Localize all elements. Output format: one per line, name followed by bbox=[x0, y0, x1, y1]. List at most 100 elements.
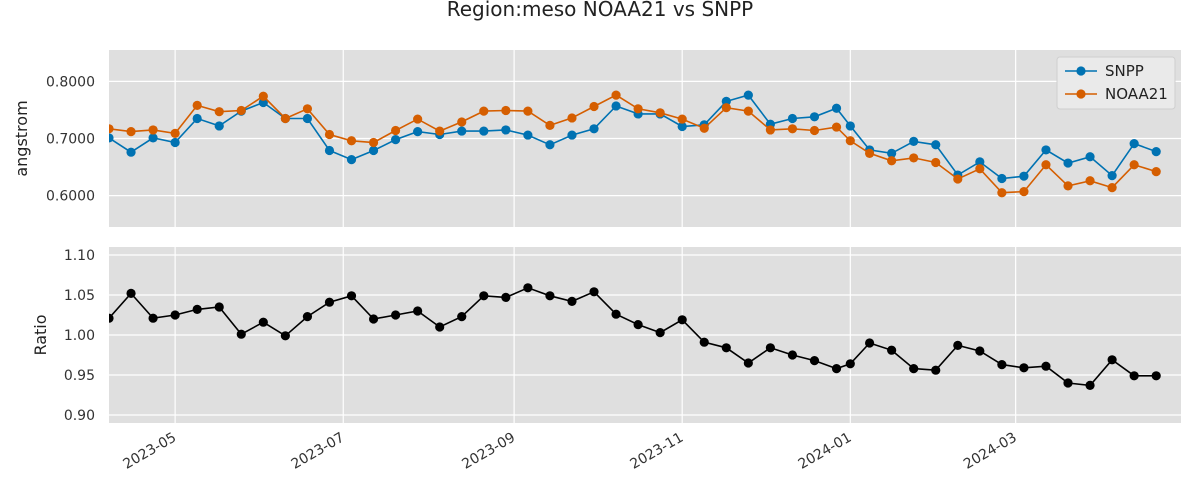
data-point-snpp-2023-11-25 bbox=[743, 90, 753, 100]
data-point-ratio-2023-07-20 bbox=[391, 310, 401, 320]
data-point-noaa21-2024-01-01 bbox=[845, 136, 855, 146]
data-point-ratio-2023-08-13 bbox=[457, 312, 467, 322]
top-panel-angstrom: 0.6000 0.7000 0.8000 angstrom SNPP NOAA21 bbox=[12, 50, 1181, 227]
data-point-ratio-2023-07-12 bbox=[368, 314, 379, 324]
data-point-snpp-2023-05-09 bbox=[192, 113, 202, 124]
data-point-ratio-2023-09-30 bbox=[589, 287, 599, 297]
data-point-snpp-2024-04-05 bbox=[1107, 171, 1117, 181]
data-point-ratio-2023-05-09 bbox=[192, 304, 202, 314]
top-panel-series bbox=[109, 90, 1161, 198]
data-point-noaa21-2023-06-18 bbox=[302, 104, 313, 114]
data-point-snpp-2024-02-17 bbox=[975, 157, 985, 167]
data-point-noaa21-2023-09-14 bbox=[545, 120, 555, 130]
legend-label-noaa21: NOAA21 bbox=[1105, 85, 1168, 103]
data-point-ratio-2023-05-01 bbox=[170, 310, 180, 320]
data-point-noaa21-2023-04-23 bbox=[148, 125, 158, 135]
chart-title: Region:meso NOAA21 vs SNPP bbox=[447, 0, 753, 21]
data-point-noaa21-2024-04-13 bbox=[1129, 160, 1139, 170]
data-point-snpp-2024-04-21 bbox=[1151, 147, 1161, 157]
data-point-noaa21-2023-09-06 bbox=[523, 106, 533, 116]
x-tick-label-2023-11: 2023-11 bbox=[628, 430, 687, 473]
x-tick-label-2023-09: 2023-09 bbox=[459, 430, 518, 473]
data-point-ratio-2023-06-18 bbox=[302, 312, 313, 322]
data-point-snpp-2023-04-23 bbox=[148, 133, 158, 143]
legend-box bbox=[1056, 56, 1176, 110]
data-point-ratio-2023-08-21 bbox=[479, 291, 489, 301]
data-point-ratio-2024-02-01 bbox=[931, 365, 941, 375]
y-tick-label-1-00: 1.00 bbox=[64, 328, 95, 344]
x-tick-label-2023-05: 2023-05 bbox=[120, 430, 179, 473]
data-point-noaa21-2023-07-20 bbox=[391, 125, 401, 136]
data-point-noaa21-2024-01-08 bbox=[864, 148, 875, 158]
data-point-noaa21-2023-07-28 bbox=[413, 114, 423, 124]
data-point-noaa21-2023-08-21 bbox=[479, 106, 489, 116]
data-point-snpp-2023-05-01 bbox=[170, 137, 180, 148]
data-point-snpp-2024-01-01 bbox=[845, 121, 855, 131]
data-point-noaa21-2023-06-26 bbox=[324, 129, 335, 140]
data-point-noaa21-2024-02-09 bbox=[953, 174, 963, 184]
data-point-ratio-2023-08-05 bbox=[435, 322, 445, 332]
data-point-noaa21-2023-05-17 bbox=[214, 107, 224, 117]
data-point-noaa21-2023-04-15 bbox=[126, 127, 136, 137]
data-point-ratio-2023-05-25 bbox=[236, 329, 246, 339]
data-point-noaa21-2023-06-10 bbox=[280, 113, 290, 124]
data-point-noaa21-2023-08-29 bbox=[501, 105, 511, 116]
data-point-snpp-2024-01-16 bbox=[887, 148, 897, 158]
data-point-noaa21-2023-12-11 bbox=[787, 124, 798, 134]
data-point-noaa21-2024-03-20 bbox=[1063, 181, 1073, 191]
data-point-snpp-2024-04-13 bbox=[1129, 139, 1139, 149]
data-point-noaa21-2024-04-05 bbox=[1107, 183, 1117, 193]
y-tick-label-0-6000: 0.6000 bbox=[46, 189, 95, 205]
data-point-snpp-2023-04-07 bbox=[109, 133, 114, 143]
data-point-snpp-2023-08-21 bbox=[479, 126, 489, 136]
legend-marker-noaa21 bbox=[1076, 89, 1086, 99]
data-point-ratio-2024-04-05 bbox=[1107, 355, 1117, 365]
data-point-snpp-2023-07-28 bbox=[413, 127, 423, 137]
data-point-ratio-2023-06-10 bbox=[280, 331, 290, 341]
data-point-ratio-2023-09-22 bbox=[567, 296, 577, 306]
y-tick-label-0-7000: 0.7000 bbox=[46, 132, 95, 148]
data-point-ratio-2024-01-08 bbox=[864, 338, 875, 348]
data-point-ratio-2023-10-08 bbox=[611, 309, 621, 319]
data-point-ratio-2024-01-24 bbox=[909, 364, 919, 374]
data-point-snpp-2023-08-29 bbox=[501, 125, 511, 135]
data-point-noaa21-2024-03-12 bbox=[1041, 160, 1051, 170]
data-point-noaa21-2023-11-25 bbox=[743, 106, 753, 116]
y-tick-label-0-8000: 0.8000 bbox=[46, 74, 95, 90]
series-clip-group-0 bbox=[109, 90, 1161, 198]
data-point-ratio-2023-09-14 bbox=[545, 291, 555, 301]
data-point-snpp-2024-03-04 bbox=[1019, 171, 1029, 181]
data-point-ratio-2024-03-28 bbox=[1085, 380, 1095, 390]
data-point-ratio-2023-12-27 bbox=[831, 364, 842, 374]
data-point-noaa21-2024-01-24 bbox=[909, 153, 919, 163]
data-point-noaa21-2023-09-30 bbox=[589, 101, 599, 112]
data-point-snpp-2023-08-13 bbox=[457, 126, 467, 136]
data-point-ratio-2024-02-25 bbox=[997, 360, 1007, 370]
series-clip-group-1 bbox=[109, 283, 1161, 390]
data-point-snpp-2023-05-17 bbox=[214, 121, 224, 131]
data-point-ratio-2023-07-28 bbox=[413, 306, 423, 316]
data-point-noaa21-2023-11-09 bbox=[699, 123, 709, 133]
data-point-noaa21-2023-12-19 bbox=[809, 125, 820, 136]
data-point-ratio-2023-11-17 bbox=[721, 343, 731, 353]
data-point-noaa21-2023-12-03 bbox=[765, 125, 775, 135]
data-point-snpp-2023-12-11 bbox=[787, 113, 798, 124]
data-point-noaa21-2023-11-01 bbox=[677, 114, 687, 124]
data-point-snpp-2023-06-18 bbox=[302, 113, 313, 124]
bottom-panel-ratio: 0.90 0.95 1.00 1.05 1.10 Ratio bbox=[31, 247, 1181, 424]
data-point-noaa21-2023-07-12 bbox=[368, 137, 379, 148]
y-tick-label-1-10: 1.10 bbox=[64, 248, 95, 264]
data-point-snpp-2023-06-26 bbox=[324, 145, 335, 156]
data-point-noaa21-2024-02-01 bbox=[931, 157, 941, 168]
data-point-ratio-2023-04-23 bbox=[148, 313, 158, 323]
data-point-ratio-2024-03-04 bbox=[1019, 363, 1029, 373]
data-point-ratio-2023-05-17 bbox=[214, 302, 224, 312]
data-point-noaa21-2023-07-04 bbox=[346, 136, 357, 146]
data-point-snpp-2023-07-12 bbox=[368, 145, 379, 156]
data-point-noaa21-2024-04-21 bbox=[1151, 167, 1161, 177]
data-point-noaa21-2023-04-07 bbox=[109, 124, 114, 134]
data-point-ratio-2023-07-04 bbox=[346, 291, 357, 301]
data-point-snpp-2024-03-20 bbox=[1063, 158, 1073, 168]
data-point-snpp-2023-07-20 bbox=[391, 135, 401, 145]
